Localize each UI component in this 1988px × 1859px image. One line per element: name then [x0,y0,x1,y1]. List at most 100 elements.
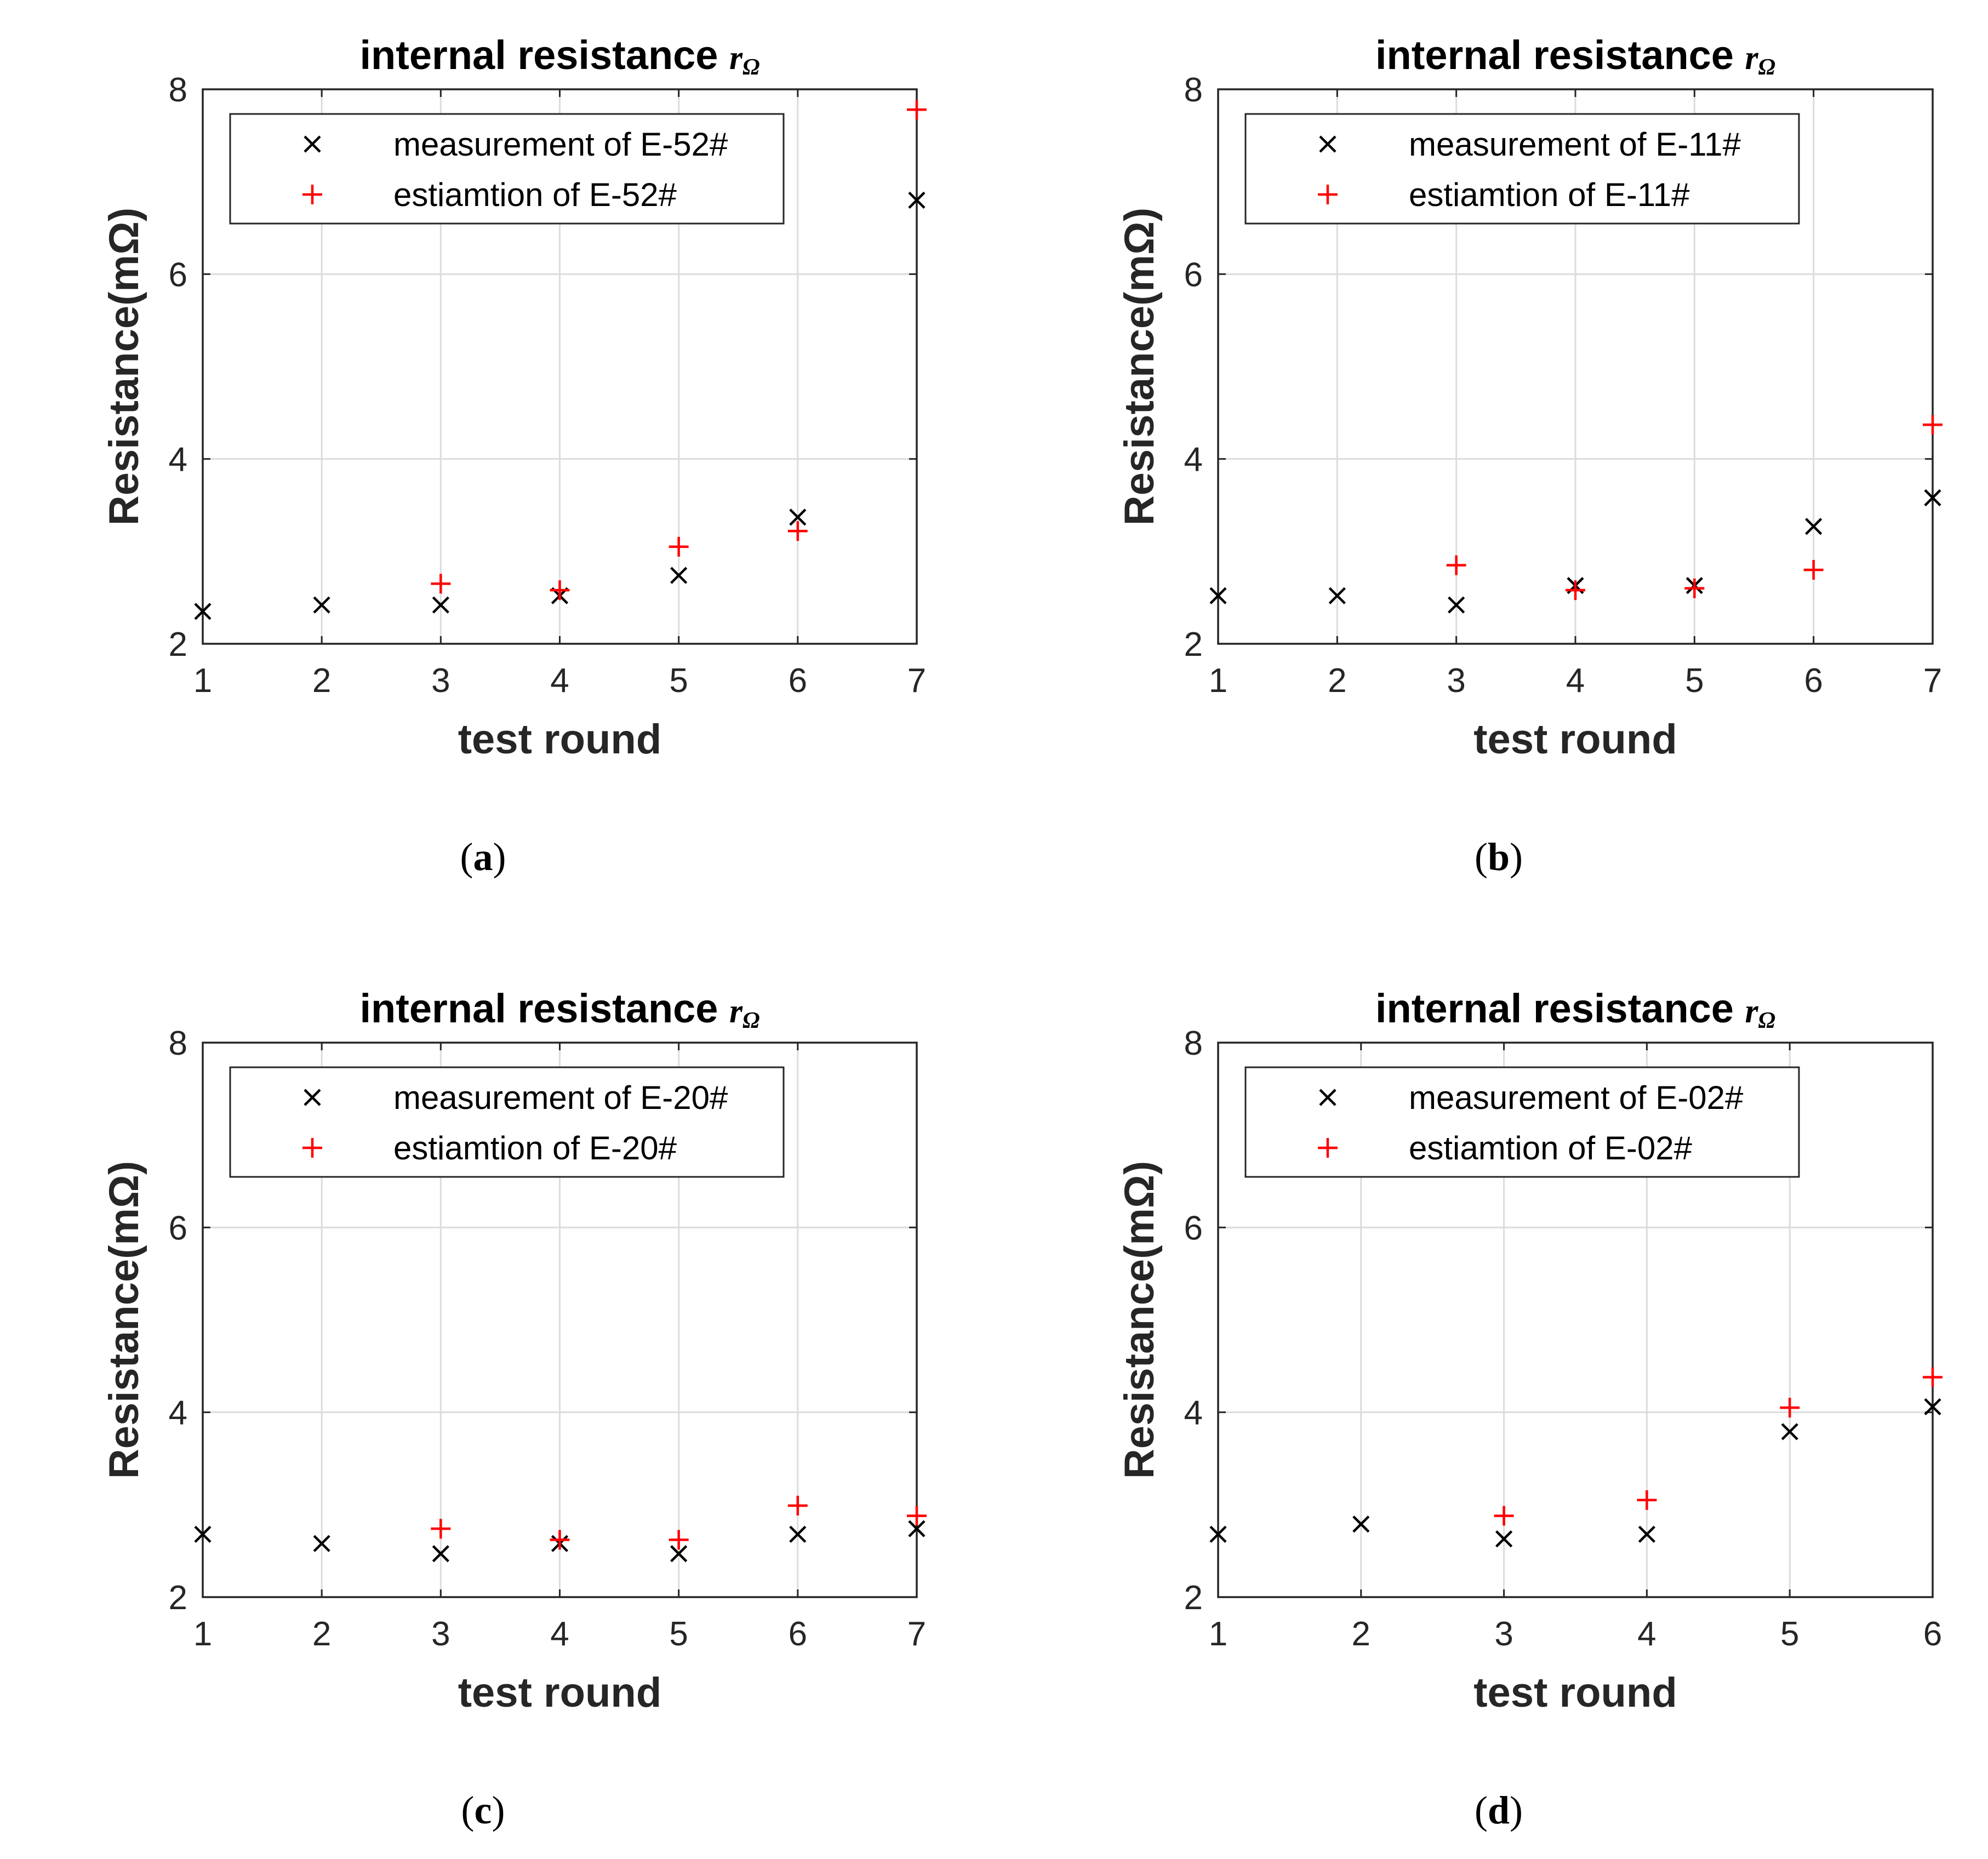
x-tick-label: 3 [1494,1615,1513,1653]
data-point [670,567,688,584]
series-estimation [431,1496,927,1550]
axes-box [202,1042,918,1598]
title-subscript: Ω [742,55,759,80]
panel-caption: (d) [1475,1788,1523,1832]
data-point [1684,578,1705,598]
title-symbol: r [1745,39,1759,77]
data-point [1924,489,1941,507]
legend: measurement of E-02# estiamtion of E-02# [1244,1066,1800,1178]
legend-box [1244,113,1800,225]
legend-box [1244,1066,1800,1178]
title-text: internal resistance [359,32,729,78]
title-symbol: r [1745,993,1759,1030]
data-point [432,1545,449,1563]
title-symbol: r [729,993,743,1030]
y-tick-label: 6 [169,1209,187,1247]
x-tick-label: 5 [669,662,688,700]
legend-marker [304,1089,321,1106]
x-tick-label: 1 [193,1615,212,1653]
y-tick-label: 4 [169,441,187,479]
axes-box [202,88,918,645]
legend-label: measurement of E-11# [1409,126,1741,163]
x-tick-label: 6 [1923,1615,1942,1653]
data-point [1446,555,1466,575]
panel-caption: (b) [1475,835,1523,879]
data-point [1328,587,1346,604]
data-point [1637,1490,1657,1510]
data-point [669,1530,689,1550]
data-point [787,1496,808,1516]
x-axis-label: test round [1473,716,1677,763]
y-tick-label: 2 [169,1579,187,1617]
y-tick-label: 8 [169,71,187,109]
data-point [194,603,212,620]
data-point [1923,415,1943,435]
legend-marker [302,185,322,204]
legend-label: measurement of E-20# [393,1079,728,1116]
data-point [907,100,927,120]
data-point [1923,1367,1943,1387]
x-tick-label: 3 [431,1615,450,1653]
chart-title: internal resistance rΩ [1375,32,1775,80]
x-tick-label: 3 [431,662,450,700]
x-tick-label: 4 [550,1615,569,1653]
legend-label: estiamtion of E-52# [393,176,677,213]
data-point [1209,1525,1227,1543]
data-point [907,1506,927,1526]
legend: measurement of E-11# estiamtion of E-11# [1244,113,1800,225]
x-tick-label: 2 [1328,662,1346,700]
x-tick-label: 3 [1447,662,1465,700]
x-tick-label: 2 [312,662,331,700]
legend-marker [304,135,321,153]
x-axis-label: test round [458,716,662,763]
x-tick-label: 4 [550,662,569,700]
x-tick-label: 1 [1209,662,1227,700]
legend-label: estiamtion of E-02# [1409,1130,1693,1166]
y-tick-label: 8 [1184,71,1203,109]
legend-marker [1319,135,1336,153]
title-symbol: r [729,39,743,77]
legend: measurement of E-20# estiamtion of E-20# [229,1066,785,1178]
x-axis-label: test round [458,1669,662,1716]
data-point [1209,587,1227,604]
chart-title: internal resistance rΩ [359,32,759,80]
y-tick-label: 4 [169,1394,187,1432]
x-tick-label: 1 [193,662,212,700]
data-point [789,1525,807,1543]
legend-marker [1319,1089,1336,1106]
data-point [789,508,807,526]
x-tick-label: 6 [1804,662,1823,700]
series-measurement [1209,1398,1941,1548]
legend-label: measurement of E-02# [1409,1079,1744,1116]
legend: measurement of E-52# estiamtion of E-52# [229,113,785,225]
series-estimation [1494,1367,1943,1526]
data-point [908,1520,926,1537]
y-tick-label: 2 [169,626,187,663]
data-point [1781,1423,1798,1440]
axes-box [1217,88,1934,645]
legend-label: measurement of E-52# [393,126,728,163]
y-axis-label: Resistance(mΩ) [1116,208,1163,525]
data-point [1638,1525,1655,1543]
data-point [1494,1506,1514,1526]
title-subscript: Ω [742,1008,759,1033]
data-point [194,1525,212,1543]
data-point [908,191,926,209]
legend-label: estiamtion of E-20# [393,1130,677,1166]
y-tick-label: 8 [169,1025,187,1062]
title-text: internal resistance [1375,986,1745,1031]
data-point [1495,1530,1513,1548]
panel-caption: (a) [460,835,506,879]
series-estimation [431,100,927,600]
title-subscript: Ω [1758,55,1775,80]
panel-caption: (c) [461,1788,505,1832]
data-point [1924,1398,1941,1416]
data-point [313,1535,330,1552]
y-tick-label: 4 [1184,1394,1203,1432]
y-axis-label: Resistance(mΩ) [101,1161,147,1479]
x-tick-label: 4 [1566,662,1585,700]
data-point [670,1545,688,1563]
data-point [1805,518,1823,535]
